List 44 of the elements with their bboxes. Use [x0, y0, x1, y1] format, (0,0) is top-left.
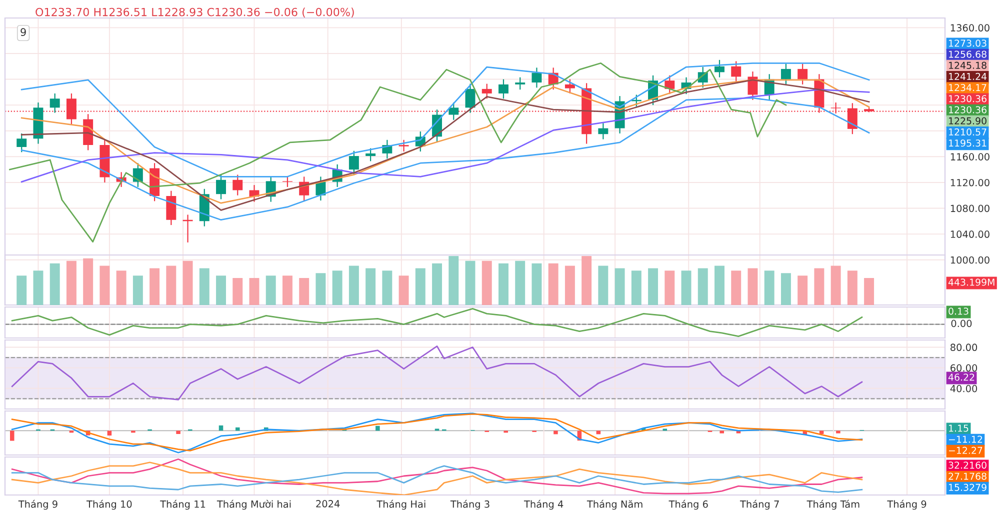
y-tick-label: 40.00: [950, 384, 978, 392]
x-tick-label: Tháng Tám: [806, 500, 860, 510]
text: 1225.90: [949, 117, 986, 124]
text: 46.22: [948, 374, 974, 381]
x-tick-label: Tháng 9: [887, 500, 926, 510]
text: 1234.17: [949, 84, 986, 92]
x-tick-label: Tháng 10: [86, 500, 132, 510]
text: 1241.24: [949, 72, 987, 80]
text: 1245.18: [949, 62, 986, 69]
text: 1256.68: [949, 50, 986, 58]
x-tick-label: Tháng 6: [668, 500, 708, 510]
ref-line-label: 0.00: [951, 320, 972, 328]
text: −12.27: [949, 446, 982, 454]
text: −11.12: [949, 436, 982, 443]
x-tick-label: Tháng 4: [524, 500, 564, 510]
text: 1195.31: [949, 139, 986, 147]
y-tick-label: 1040.00: [950, 230, 990, 238]
x-tick-label: Tháng 3: [450, 500, 490, 510]
x-tick-label: 2024: [316, 500, 340, 508]
text: 1230.36: [949, 95, 986, 102]
chart-title: O1233.70 H1236.51 L1228.93 C1230.36 −0.06 (−0.00%): [36, 8, 354, 18]
text: 15.3279: [949, 484, 986, 491]
text: 32.2160: [948, 462, 986, 469]
x-tick-label: Tháng 11: [160, 500, 206, 510]
text: 0.13: [948, 308, 968, 315]
text: 1.15: [949, 424, 968, 432]
y-tick-label: 1000.00: [950, 256, 990, 264]
x-tick-label: Tháng 9: [18, 500, 58, 510]
x-tick-label: Tháng Năm: [586, 500, 642, 510]
y-tick-label: 80.00: [950, 344, 978, 352]
y-tick-label: 60.00: [950, 364, 978, 372]
y-tick-label: 1080.00: [950, 204, 990, 212]
y-tick-label: 1120.00: [950, 178, 990, 186]
text: 1273.03: [949, 40, 986, 47]
annotation: 9: [20, 28, 26, 36]
y-tick-label: 1160.00: [950, 153, 990, 160]
text: 1230.36: [949, 106, 986, 114]
text: 443.199M: [948, 278, 994, 286]
x-tick-label: Tháng 7: [740, 500, 779, 510]
y-tick-label: 1360.00: [950, 24, 990, 32]
x-tick-label: Tháng Mười hai: [216, 500, 291, 510]
x-tick-label: Tháng Hai: [376, 500, 426, 510]
text: 1210.57: [949, 128, 986, 136]
text: 27.1768: [948, 472, 986, 480]
